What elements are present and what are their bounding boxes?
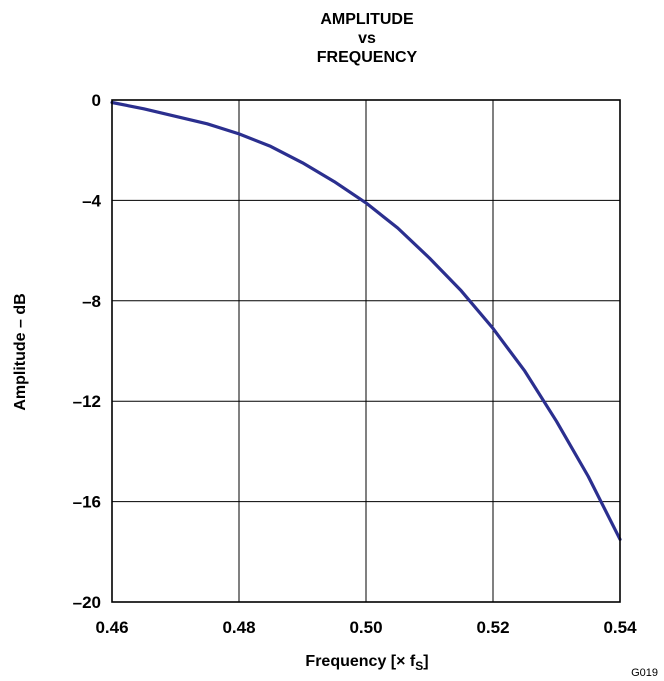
title-line-3: FREQUENCY [317,49,418,66]
title-line-2: vs [358,30,376,47]
amplitude-series-line-0 [110,100,622,541]
x-axis-label-main: Frequency [× f [305,653,415,670]
chart-title: AMPLITUDE vs FREQUENCY [317,11,418,66]
y-axis-label: Amplitude – dB [12,293,29,410]
x-axis-label: Frequency [× fS] [305,653,428,673]
x-tick-label: 0.52 [476,618,509,637]
y-tick-labels: 0 –4 –8 –12 –16 –20 [73,91,102,612]
y-tick-label: –12 [73,392,101,411]
x-axis-label-sub: S [415,659,423,673]
x-tick-labels: 0.46 0.48 0.50 0.52 0.54 [95,618,637,637]
title-line-1: AMPLITUDE [320,11,414,28]
y-tick-label: 0 [92,91,101,110]
y-tick-label: –4 [82,191,101,210]
x-tick-label: 0.46 [95,618,128,637]
x-axis-label-end: ] [423,653,428,670]
x-tick-label: 0.48 [222,618,255,637]
y-tick-label: –20 [73,593,101,612]
y-tick-label: –16 [73,493,101,512]
plot-frame [111,99,621,603]
reference-code: G019 [631,667,658,679]
grid [111,99,621,603]
y-tick-label: –8 [82,292,101,311]
series-layer [110,100,622,541]
x-tick-label: 0.54 [603,618,637,637]
x-tick-label: 0.50 [349,618,382,637]
